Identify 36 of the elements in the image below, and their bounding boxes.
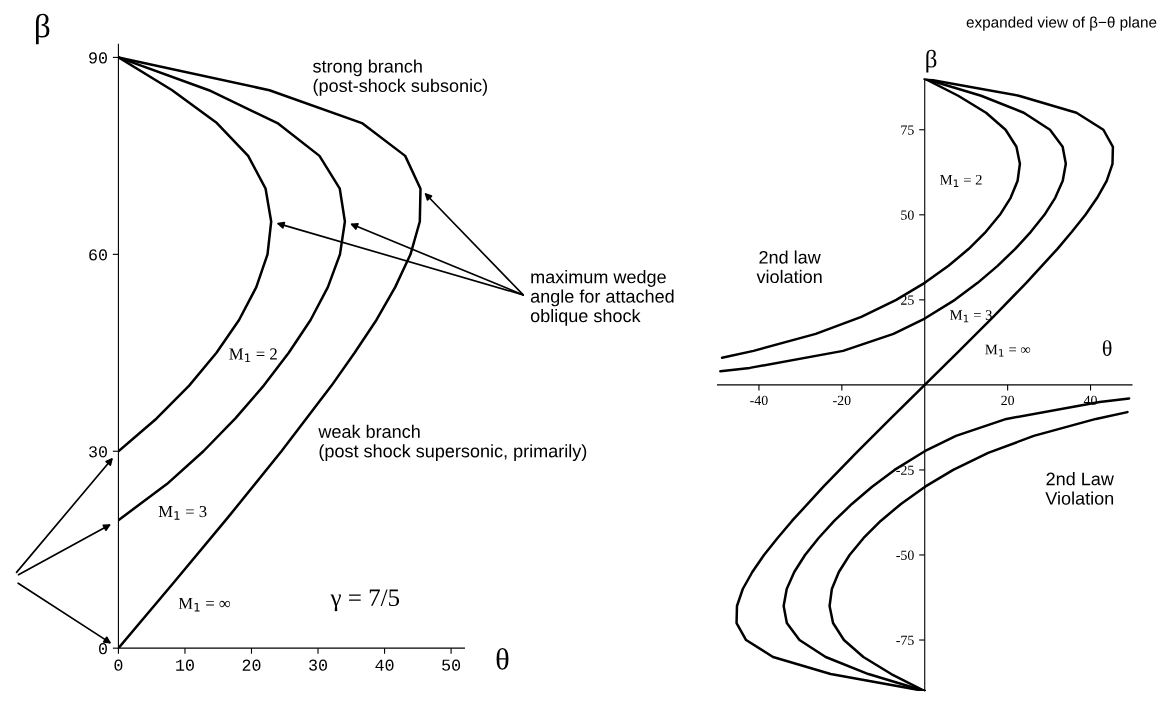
x-tick-label: 20	[242, 659, 261, 671]
x-tick-label: 10	[176, 659, 194, 671]
y-axis-title: β	[35, 13, 50, 45]
annotation: 2nd law violation	[756, 250, 822, 284]
x-tick-label: 0	[114, 659, 123, 671]
x-tick-label: 50	[442, 659, 461, 671]
text: M$_{1}$ = 2	[940, 174, 982, 187]
y-tick-label: 0	[99, 643, 107, 655]
y-tick-label: 50	[901, 210, 914, 220]
annotation: weak branch (post shock supersonic, primarily)	[318, 424, 587, 462]
x-tick-label: -20	[833, 395, 851, 406]
chart-title: expanded view of β−θ plane	[966, 16, 1157, 31]
x-tick-label: -40	[750, 395, 768, 406]
annotation: γ = 7/5	[330, 589, 400, 612]
series-label: M$_{1}$ = 3	[950, 310, 992, 323]
y-tick-label: 30	[89, 446, 107, 458]
y-tick-label: -25	[896, 465, 914, 475]
y-tick-label: -50	[896, 550, 914, 560]
x-axis-title: θ	[1102, 340, 1112, 356]
y-tick-label: 25	[901, 295, 914, 305]
text: maximum wedge angle for attached oblique shock	[530, 270, 674, 326]
series-label: M$_{1}$ = ∞	[178, 597, 231, 612]
y-tick-label: -75	[896, 635, 914, 645]
x-tick-label: 40	[375, 659, 394, 671]
y-tick-label: 90	[89, 52, 107, 64]
series-label: M$_{1}$ = 2	[229, 348, 277, 363]
y-tick-label: 60	[89, 249, 107, 261]
annotation: 2nd Law Violation	[1045, 472, 1114, 505]
x-axis-title: θ	[496, 648, 509, 670]
series-label: M$_{1}$ = ∞	[985, 344, 1031, 357]
annotation: strong branch (post-shock subsonic)	[313, 59, 487, 96]
y-tick-label: 75	[901, 125, 914, 135]
x-tick-label: 20	[1001, 395, 1015, 406]
series-label: M$_{1}$ = 3	[158, 505, 207, 520]
y-axis-title: β	[926, 49, 937, 73]
x-tick-label: 30	[309, 659, 327, 671]
